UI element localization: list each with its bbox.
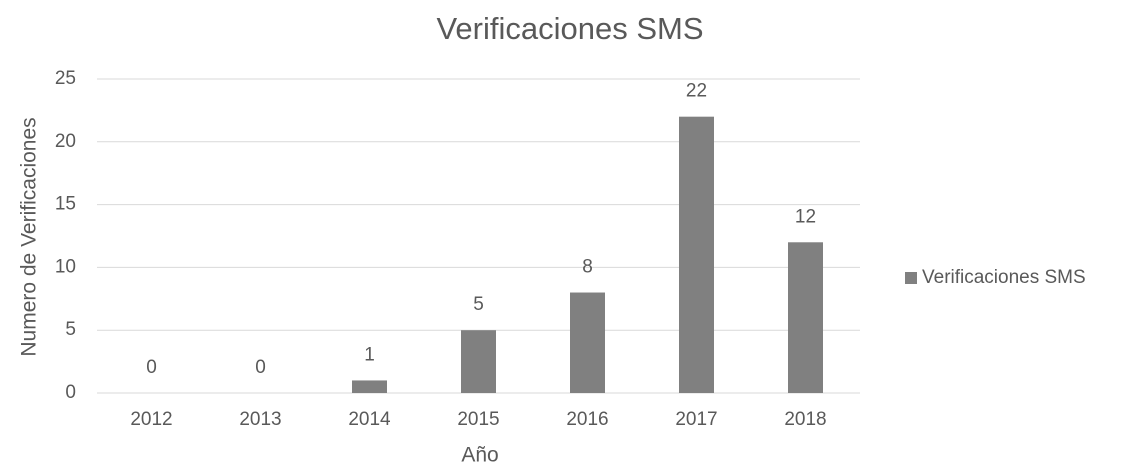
bar — [679, 116, 714, 394]
y-axis-title: Numero de Verificaciones — [18, 117, 41, 356]
legend-label: Verificaciones SMS — [922, 267, 1086, 288]
x-tick-label: 2012 — [130, 409, 172, 430]
x-axis-title: Año — [461, 444, 498, 467]
x-tick-label: 2015 — [457, 409, 499, 430]
y-tick-label: 20 — [55, 131, 76, 152]
bar — [352, 380, 387, 393]
x-tick-label: 2014 — [348, 409, 391, 430]
data-label: 0 — [255, 357, 266, 378]
data-label: 8 — [582, 257, 593, 278]
bar — [461, 330, 496, 393]
data-label: 12 — [795, 206, 816, 227]
y-tick-label: 10 — [55, 256, 76, 277]
data-label: 22 — [686, 81, 707, 102]
y-tick-label: 5 — [65, 319, 76, 340]
data-label: 5 — [473, 294, 484, 315]
bar — [570, 292, 605, 393]
x-tick-label: 2016 — [566, 409, 608, 430]
legend-swatch — [905, 272, 917, 284]
data-label: 0 — [146, 357, 157, 378]
x-tick-label: 2017 — [675, 409, 717, 430]
x-tick-label: 2018 — [784, 409, 826, 430]
y-tick-label: 15 — [55, 194, 76, 215]
bar — [788, 242, 823, 393]
y-tick-label: 25 — [55, 68, 76, 89]
x-tick-label: 2013 — [239, 409, 281, 430]
y-tick-label: 0 — [65, 382, 76, 403]
data-label: 1 — [364, 344, 375, 365]
chart-title: Verificaciones SMS — [436, 11, 703, 46]
